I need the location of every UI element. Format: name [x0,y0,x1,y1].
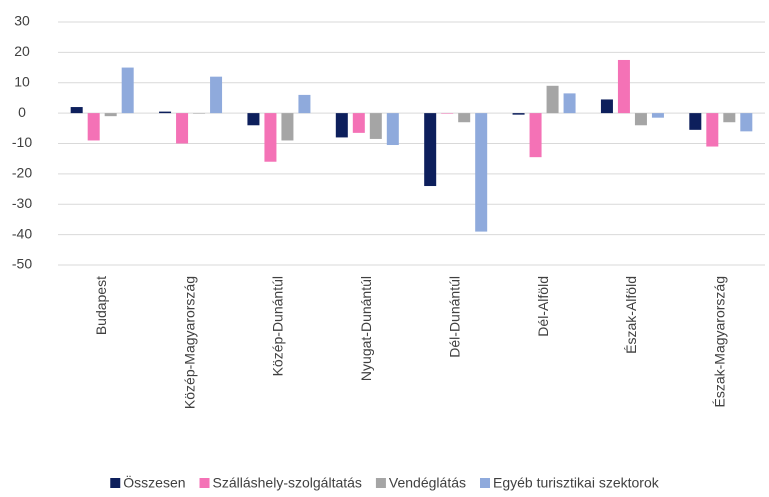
bar [369,113,382,139]
bar [441,113,454,114]
y-tick-label: 20 [14,43,30,59]
bar [104,113,117,117]
legend-label: Szálláshely-szolgáltatás [213,475,362,491]
bar [475,113,488,232]
x-tick-label: Budapest [93,276,109,335]
y-tick-label: 0 [18,104,26,120]
bar [176,113,189,144]
bar [70,107,83,114]
bar [424,113,437,187]
bar [600,99,613,114]
legend-swatch [480,478,490,488]
bar [546,85,559,114]
y-tick-label: -50 [12,256,32,272]
bar [651,113,664,118]
legend-swatch [375,478,386,488]
bar [634,113,647,126]
bar [617,59,630,114]
bar [740,113,753,132]
x-tick-label: Dél-Alföld [535,276,551,337]
y-tick-label: 10 [14,73,30,89]
bar [281,113,294,141]
bar [193,113,206,114]
legend-label: Összesen [123,474,185,491]
x-tick-label: Észak-Magyarország [712,276,728,408]
y-tick-label: -40 [12,225,32,241]
bar [159,111,172,114]
bar [563,93,576,114]
x-tick-label: Észak-Alföld [623,276,639,354]
bar [121,67,134,114]
y-tick-label: -30 [12,195,32,211]
legend-label: Vendéglátás [389,475,466,491]
legend-swatch [199,478,210,488]
bar [706,113,719,147]
bar [247,113,260,126]
bar [335,113,348,138]
x-tick-label: Közép-Magyarország [181,276,197,409]
bar [512,113,525,115]
x-tick-label: Nyugat-Dunántúl [358,276,374,381]
bar [689,113,702,130]
bar [529,113,542,158]
y-tick-label: -10 [12,134,32,150]
bar [352,113,365,133]
bar [264,113,277,162]
bar [210,76,223,114]
x-tick-label: Dél-Dunántúl [446,276,462,358]
bar [723,113,736,123]
legend-label: Egyéb turisztikai szektorok [493,475,660,491]
bar [386,113,399,146]
y-tick-label: 30 [14,13,30,29]
bar [298,94,311,114]
x-tick-label: Közép-Dunántúl [270,276,286,376]
y-tick-label: -20 [12,165,32,181]
bar [87,113,100,141]
bar [458,113,471,123]
legend-swatch [110,478,121,488]
